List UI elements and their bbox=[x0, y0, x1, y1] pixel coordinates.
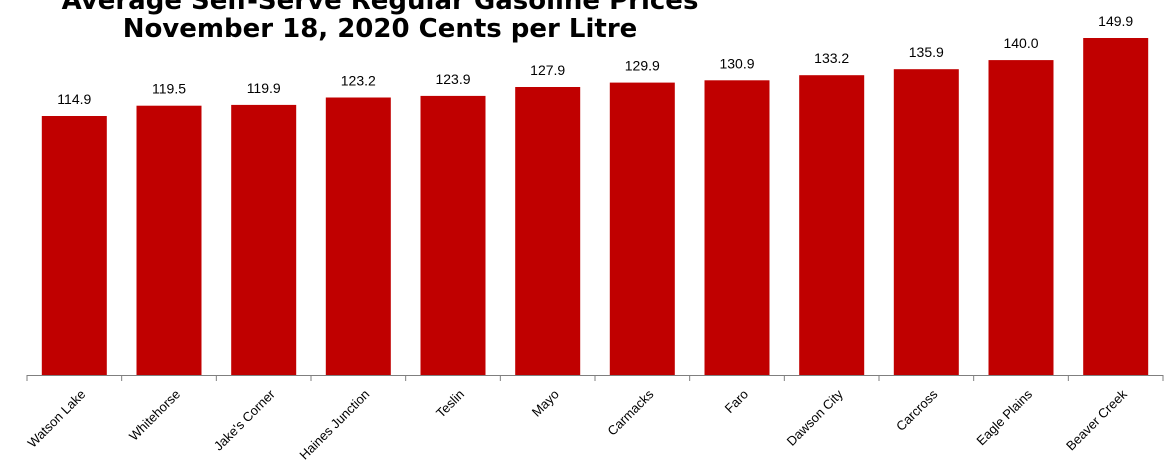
bar bbox=[515, 87, 581, 375]
bar bbox=[893, 69, 959, 375]
bar bbox=[41, 116, 107, 375]
category-label: Watson Lake bbox=[24, 387, 88, 451]
category-label: Beaver Creek bbox=[1063, 386, 1130, 453]
category-label: Carmacks bbox=[604, 386, 656, 438]
bar-value-label: 133.2 bbox=[814, 50, 849, 66]
bar bbox=[704, 80, 770, 376]
category-labels-layer: Watson Lake Whitehorse Jake's Corner Haines… bbox=[24, 386, 1130, 462]
bars-layer bbox=[41, 38, 1149, 376]
bar-value-label: 119.9 bbox=[247, 80, 281, 96]
category-label: Faro bbox=[722, 387, 752, 417]
bar-value-label: 129.9 bbox=[625, 58, 660, 74]
bar-value-label: 119.5 bbox=[152, 81, 186, 97]
category-label: Haines Junction bbox=[296, 387, 372, 463]
bar bbox=[420, 95, 486, 376]
bar bbox=[1083, 38, 1149, 375]
bar bbox=[231, 104, 297, 376]
bar-value-label: 135.9 bbox=[909, 44, 944, 60]
x-axis bbox=[26, 375, 1164, 381]
bar bbox=[325, 97, 391, 375]
category-label: Whitehorse bbox=[126, 387, 183, 444]
bar-value-label: 127.9 bbox=[530, 62, 565, 78]
chart-title-line-2: November 18, 2020 Cents per Litre bbox=[122, 14, 638, 44]
bar bbox=[136, 105, 202, 375]
bar bbox=[988, 60, 1054, 375]
category-label: Carcross bbox=[893, 386, 941, 434]
value-labels-layer: 114.9 119.5 119.9 123.2 123.9 127.9 129.9 130.9… bbox=[57, 13, 1133, 107]
bar-value-label: 140.0 bbox=[1003, 35, 1038, 51]
category-label: Dawson City bbox=[784, 386, 847, 449]
category-label: Jake's Corner bbox=[211, 386, 279, 454]
category-label: Teslin bbox=[433, 387, 467, 421]
bar-value-label: 149.9 bbox=[1098, 13, 1133, 29]
category-label: Eagle Plains bbox=[973, 386, 1035, 448]
bar-value-label: 130.9 bbox=[719, 55, 754, 71]
category-label: Mayo bbox=[529, 387, 562, 420]
bar bbox=[609, 82, 675, 375]
chart-title-line-1: Average Self-Serve Regular Gasoline Pric… bbox=[61, 0, 699, 16]
bar-value-label: 123.2 bbox=[341, 73, 376, 89]
bar-value-label: 123.9 bbox=[435, 71, 470, 87]
bar-value-label: 114.9 bbox=[57, 91, 91, 107]
bar bbox=[799, 75, 865, 375]
